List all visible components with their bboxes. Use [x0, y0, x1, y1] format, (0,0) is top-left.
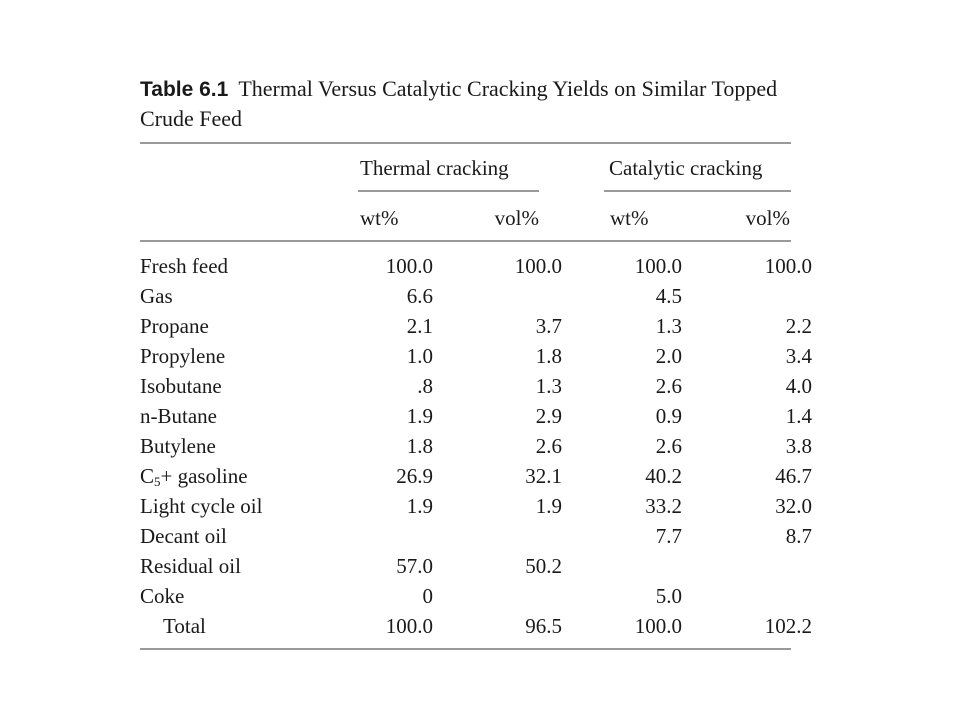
cell-catalytic-wt	[562, 551, 682, 581]
cell-catalytic-wt: 7.7	[655, 524, 682, 548]
cell-catalytic-wt: 40.2	[645, 464, 682, 488]
cell-thermal-vol: 96.5	[525, 614, 562, 638]
cell-thermal-wt: .8	[417, 374, 433, 398]
row-label: n-Butane	[140, 404, 217, 428]
row-label-base: C	[140, 464, 155, 488]
cell-thermal-wt: 100.0	[385, 614, 433, 638]
cell-catalytic-wt: 0.9	[655, 404, 682, 428]
header-rule	[140, 240, 791, 242]
cell-catalytic-vol	[682, 281, 812, 311]
row-label-suffix: + gasoline	[160, 464, 248, 488]
row-label: Coke	[140, 584, 185, 608]
cell-thermal-vol: 1.3	[535, 374, 562, 398]
cell-catalytic-vol: 100.0	[764, 254, 812, 278]
row-label: Propylene	[140, 344, 226, 368]
group-rule-thermal	[358, 190, 539, 192]
table-row: Decant oil 7.7 8.7	[140, 521, 812, 551]
row-label: Isobutane	[140, 374, 222, 398]
table-row-total: Total 100.0 96.5 100.0 102.2	[140, 611, 812, 641]
row-label: C5+ gasoline	[140, 461, 381, 491]
cell-thermal-vol: 1.9	[535, 494, 562, 518]
cell-catalytic-vol: 2.2	[785, 314, 812, 338]
cell-thermal-wt: 57.0	[396, 554, 433, 578]
unit-header-thermal-vol: vol%	[494, 206, 539, 230]
group-header-thermal: Thermal cracking	[360, 156, 509, 180]
row-label: Light cycle oil	[140, 494, 263, 518]
cell-catalytic-vol	[682, 581, 812, 611]
cell-thermal-wt: 2.1	[406, 314, 433, 338]
cell-thermal-vol: 2.9	[535, 404, 562, 428]
cell-catalytic-vol: 1.4	[785, 404, 812, 428]
cell-thermal-vol	[433, 521, 562, 551]
top-rule	[140, 142, 791, 144]
table-row: Coke 0 5.0	[140, 581, 812, 611]
cell-catalytic-wt: 33.2	[645, 494, 682, 518]
row-label: Propane	[140, 314, 209, 338]
cell-thermal-wt: 0	[422, 584, 434, 608]
cell-thermal-wt: 100.0	[385, 254, 433, 278]
row-label-subscript: 5	[154, 474, 161, 489]
cell-thermal-wt: 1.9	[406, 494, 433, 518]
unit-header-thermal-wt: wt%	[360, 206, 399, 230]
cell-catalytic-wt: 1.3	[655, 314, 682, 338]
unit-header-catalytic-wt: wt%	[610, 206, 649, 230]
row-label: Gas	[140, 284, 173, 308]
cell-catalytic-vol: 3.4	[785, 344, 812, 368]
cell-catalytic-wt: 100.0	[634, 254, 682, 278]
table-row: C5+ gasoline 26.9 32.1 40.2 46.7	[140, 461, 812, 491]
cell-thermal-vol: 50.2	[525, 554, 562, 578]
unit-header-catalytic-vol: vol%	[745, 206, 790, 230]
yields-table: Fresh feed 100.0 100.0 100.0 100.0 Gas 6…	[140, 251, 812, 641]
cell-thermal-vol: 32.1	[525, 464, 562, 488]
cell-thermal-wt	[381, 521, 433, 551]
table-row: Light cycle oil 1.9 1.9 33.2 32.0	[140, 491, 812, 521]
cell-thermal-wt: 6.6	[406, 284, 433, 308]
table-row: Residual oil 57.0 50.2	[140, 551, 812, 581]
table-row: Propane 2.1 3.7 1.3 2.2	[140, 311, 812, 341]
row-label: Residual oil	[140, 554, 241, 578]
cell-catalytic-wt: 5.0	[655, 584, 682, 608]
table-row: Fresh feed 100.0 100.0 100.0 100.0	[140, 251, 812, 281]
table-row: Butylene 1.8 2.6 2.6 3.8	[140, 431, 812, 461]
cell-thermal-vol: 1.8	[535, 344, 562, 368]
cell-thermal-vol	[433, 581, 562, 611]
cell-thermal-wt: 26.9	[396, 464, 433, 488]
row-label: Fresh feed	[140, 254, 229, 278]
cell-catalytic-vol: 102.2	[764, 614, 812, 638]
table-caption: Table 6.1 Thermal Versus Catalytic Cracki…	[140, 74, 800, 133]
cell-thermal-wt: 1.8	[406, 434, 433, 458]
cell-catalytic-wt: 2.6	[655, 434, 682, 458]
group-header-catalytic: Catalytic cracking	[609, 156, 763, 180]
cell-catalytic-vol: 8.7	[785, 524, 812, 548]
table-row: Propylene 1.0 1.8 2.0 3.4	[140, 341, 812, 371]
row-label: Decant oil	[140, 524, 227, 548]
cell-catalytic-wt: 4.5	[655, 284, 682, 308]
cell-catalytic-wt: 2.6	[655, 374, 682, 398]
cell-catalytic-vol: 46.7	[775, 464, 812, 488]
cell-catalytic-wt: 2.0	[655, 344, 682, 368]
cell-thermal-wt: 1.9	[406, 404, 433, 428]
cell-thermal-vol: 3.7	[535, 314, 562, 338]
cell-catalytic-vol: 32.0	[775, 494, 812, 518]
table-row: Gas 6.6 4.5	[140, 281, 812, 311]
cell-catalytic-wt: 100.0	[634, 614, 682, 638]
cell-thermal-vol: 2.6	[535, 434, 562, 458]
cell-thermal-vol: 100.0	[514, 254, 562, 278]
cell-thermal-wt: 1.0	[406, 344, 433, 368]
group-rule-catalytic	[604, 190, 791, 192]
cell-catalytic-vol: 4.0	[785, 374, 812, 398]
row-label: Butylene	[140, 434, 216, 458]
table-row: Isobutane .8 1.3 2.6 4.0	[140, 371, 812, 401]
table-number: Table 6.1	[140, 78, 229, 101]
cell-thermal-vol	[433, 281, 562, 311]
row-label: Total	[163, 614, 206, 638]
cell-catalytic-vol	[682, 551, 812, 581]
cell-catalytic-vol: 3.8	[785, 434, 812, 458]
table-row: n-Butane 1.9 2.9 0.9 1.4	[140, 401, 812, 431]
bottom-rule	[140, 648, 791, 650]
table-title: Thermal Versus Catalytic Cracking Yields…	[140, 76, 778, 131]
